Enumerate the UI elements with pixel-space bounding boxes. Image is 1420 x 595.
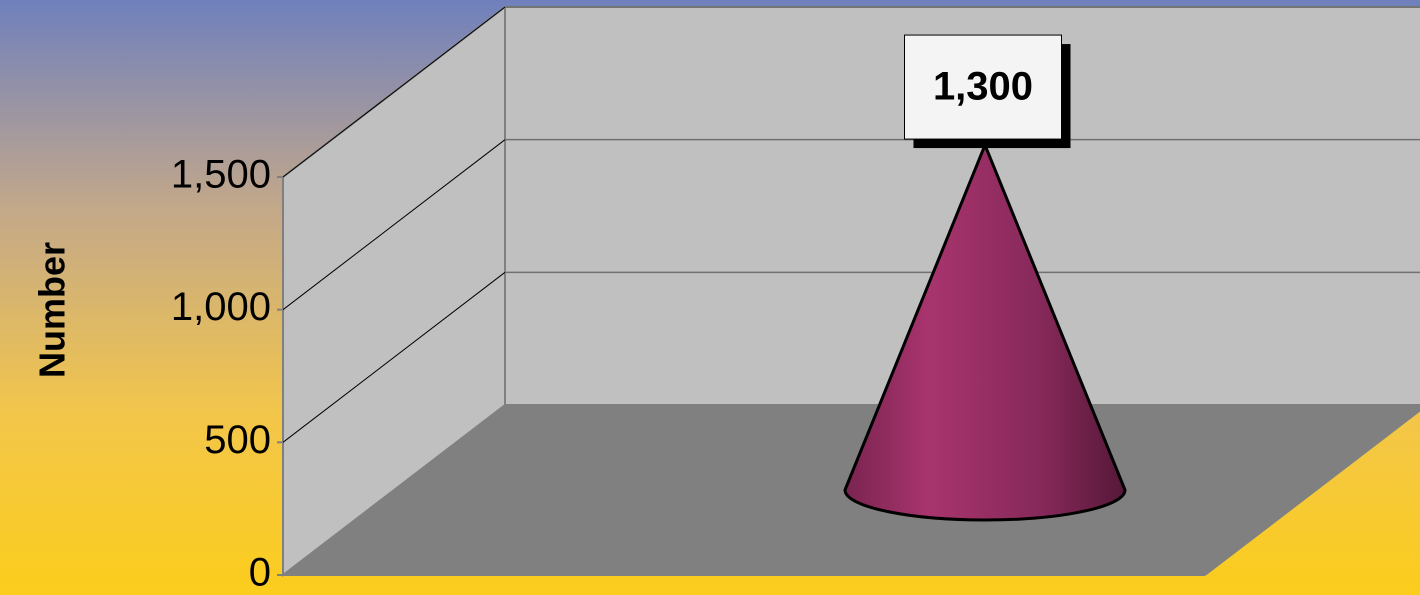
cone [843, 143, 1127, 522]
y-tick-label: 1,500 [171, 153, 271, 197]
grid-line [282, 6, 506, 178]
data-label: 1,300 [933, 65, 1033, 109]
floor-edge [1204, 409, 1420, 576]
grid-line [282, 139, 506, 311]
y-axis-label: Number [32, 242, 73, 378]
y-tick-label: 0 [249, 551, 271, 595]
y-tick-label: 500 [204, 418, 271, 462]
data-label-box [904, 34, 1062, 140]
grid-line [282, 271, 506, 443]
y-tick-label: 1,000 [171, 285, 271, 329]
